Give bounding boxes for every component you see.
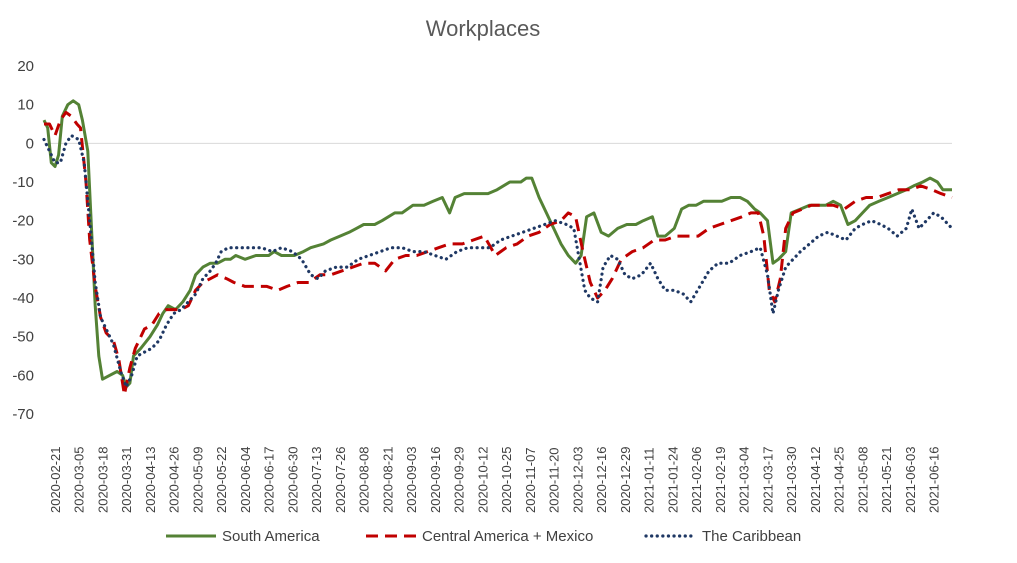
x-tick-label: 2021-04-12 <box>808 447 823 514</box>
y-tick-label: -20 <box>12 213 34 230</box>
x-tick-label: 2020-12-16 <box>594 447 609 514</box>
x-tick-label: 2021-06-16 <box>927 447 942 514</box>
y-tick-label: -10 <box>12 174 34 191</box>
x-tick-label: 2021-01-24 <box>665 447 680 514</box>
x-tick-label: 2020-12-03 <box>570 447 585 514</box>
legend-label: South America <box>222 528 320 545</box>
x-tick-label: 2020-03-05 <box>72 447 87 514</box>
x-tick-label: 2021-02-06 <box>689 447 704 514</box>
x-tick-label: 2020-04-13 <box>143 447 158 514</box>
x-tick-label: 2021-05-21 <box>879 447 894 514</box>
legend: South America Central America + Mexico The… <box>166 528 801 545</box>
x-tick-label: 2020-12-29 <box>618 447 633 514</box>
y-tick-label: -50 <box>12 329 34 346</box>
x-tick-label: 2020-07-26 <box>333 447 348 514</box>
x-tick-label: 2021-03-30 <box>784 447 799 514</box>
series-line-south-america <box>42 99 952 389</box>
x-tick-label: 2020-06-04 <box>238 447 253 514</box>
series-line-the-caribbean <box>42 134 954 389</box>
x-tick-label: 2021-03-04 <box>737 447 752 514</box>
x-tick-label: 2020-11-20 <box>547 447 562 513</box>
x-tick-label: 2020-03-18 <box>95 447 110 514</box>
x-axis: 2020-02-21 2020-03-05 2020-03-18 2020-03-31… <box>48 428 942 513</box>
x-tick-label: 2020-08-08 <box>357 447 372 514</box>
x-tick-label: 2020-06-30 <box>285 447 300 514</box>
y-tick-label: -30 <box>12 251 34 268</box>
x-tick-label: 2021-05-08 <box>855 447 870 514</box>
x-tick-label: 2020-11-07 <box>523 447 538 513</box>
x-tick-label: 2020-05-09 <box>190 447 205 514</box>
x-tick-label: 2021-02-19 <box>713 447 728 514</box>
x-tick-label: 2020-09-29 <box>452 447 467 514</box>
x-tick-label: 2020-10-12 <box>475 447 490 514</box>
chart-title: Workplaces <box>426 16 541 41</box>
legend-label: Central America + Mexico <box>422 528 593 545</box>
x-tick-label: 2020-07-13 <box>309 447 324 514</box>
x-tick-label: 2020-02-21 <box>48 447 63 514</box>
x-tick-label: 2021-04-25 <box>832 447 847 514</box>
x-tick-label: 2020-09-03 <box>404 447 419 514</box>
y-tick-label: 0 <box>26 135 34 152</box>
x-tick-label: 2020-10-25 <box>499 447 514 514</box>
y-axis: 20 10 0 -10 -20 -30 -40 -50 -60 -70 <box>12 58 34 423</box>
x-tick-label: 2020-03-31 <box>119 447 134 514</box>
y-tick-label: -70 <box>12 406 34 423</box>
series-group <box>42 99 954 397</box>
x-tick-label: 2020-09-16 <box>428 447 443 514</box>
series-line-central-america-mexico <box>44 110 953 397</box>
x-tick-label: 2021-01-11 <box>642 447 657 513</box>
y-tick-label: -60 <box>12 367 34 384</box>
y-tick-label: -40 <box>12 290 34 307</box>
x-tick-label: 2020-06-17 <box>262 447 277 514</box>
y-tick-label: 10 <box>17 97 34 114</box>
x-tick-label: 2020-04-26 <box>167 447 182 514</box>
x-tick-label: 2021-03-17 <box>760 447 775 514</box>
x-tick-label: 2020-08-21 <box>380 447 395 514</box>
legend-label: The Caribbean <box>702 528 801 545</box>
x-tick-label: 2020-05-22 <box>214 447 229 514</box>
y-tick-label: 20 <box>17 58 34 75</box>
x-tick-label: 2021-06-03 <box>903 447 918 514</box>
